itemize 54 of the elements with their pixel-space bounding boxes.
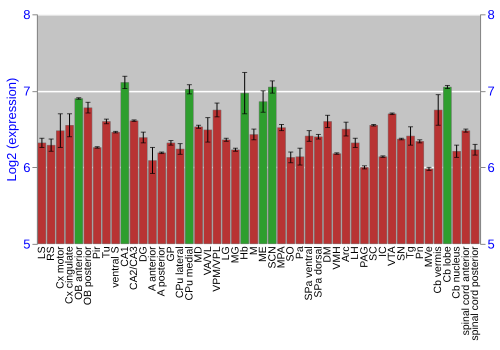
x-tick-label: DM — [322, 246, 334, 263]
x-tick-label: VMH — [332, 246, 343, 270]
x-tick-label: Cb lobe — [442, 246, 454, 282]
x-tick-label: IC — [378, 246, 389, 257]
y2-tick-label: 7 — [488, 83, 495, 98]
y-tick-label: 7 — [23, 83, 30, 98]
x-tick-label: A posterior — [156, 246, 168, 296]
x-tick-label: MD — [194, 246, 205, 263]
x-tick-label: SO — [286, 246, 297, 262]
x-tick-label: A anterior — [147, 246, 158, 292]
x-tick-label: RS — [46, 246, 58, 261]
y-tick-label: 6 — [23, 160, 30, 175]
x-tick-label: CA1 — [120, 246, 131, 267]
x-tick-label: PAG — [359, 246, 370, 268]
x-tick-label: Cb vermis — [433, 246, 444, 294]
x-tick-label: Pir — [92, 246, 104, 260]
x-tick-label: LG — [221, 246, 232, 260]
x-tick-label: Cb nucleus — [452, 246, 463, 299]
x-tick-label: SCN — [267, 246, 278, 268]
y2-tick-label: 8 — [488, 6, 495, 22]
x-tick-label: LS — [36, 246, 48, 260]
y-tick-label: 5 — [23, 236, 30, 252]
x-tick-label: SN — [396, 246, 408, 261]
x-tick-label: spinal cord posterior — [470, 246, 482, 341]
x-tick-label: ventral S — [110, 246, 122, 288]
y2-tick-label: 6 — [488, 160, 495, 175]
x-tick-label: GP — [166, 246, 177, 262]
x-tick-label: MG — [230, 246, 242, 264]
x-tick-label: CA2/CA3 — [129, 246, 140, 290]
x-tick-label: CPu lateral — [175, 246, 186, 298]
x-tick-label: Pn — [414, 246, 426, 260]
x-tick-label: VTA — [387, 246, 398, 266]
x-tick-label: ME — [258, 246, 270, 262]
x-tick-label: MVe — [424, 246, 435, 268]
x-tick-label: DG — [138, 246, 150, 262]
x-tick-label: VA/VL — [202, 246, 214, 276]
x-tick-label: M — [248, 246, 260, 256]
x-tick-label: CPu medial — [184, 246, 196, 300]
x-tick-label: SPa dorsal — [313, 246, 324, 298]
y-tick-label: 8 — [23, 6, 30, 22]
x-tick-label: Tu — [101, 246, 112, 258]
x-tick-label: OB posterior — [82, 246, 94, 306]
x-tick-label: SC — [368, 246, 380, 261]
x-tick-label: SPa ventral — [304, 246, 316, 300]
x-tick-label: OB anterior — [74, 246, 85, 300]
y2-tick-label: 5 — [488, 236, 495, 252]
x-tick-label: Pa — [294, 246, 306, 260]
x-tick-label: Tg — [406, 246, 417, 259]
x-tick-label: Cx motor — [55, 246, 66, 289]
x-tick-label: spinal cord anterior — [460, 246, 472, 336]
y-axis-title: Log2 (expression) — [4, 78, 20, 182]
x-tick-label: Cx cingulate — [64, 246, 76, 304]
x-tick-label: LH — [350, 246, 362, 260]
x-tick-label: Hb — [240, 246, 251, 260]
